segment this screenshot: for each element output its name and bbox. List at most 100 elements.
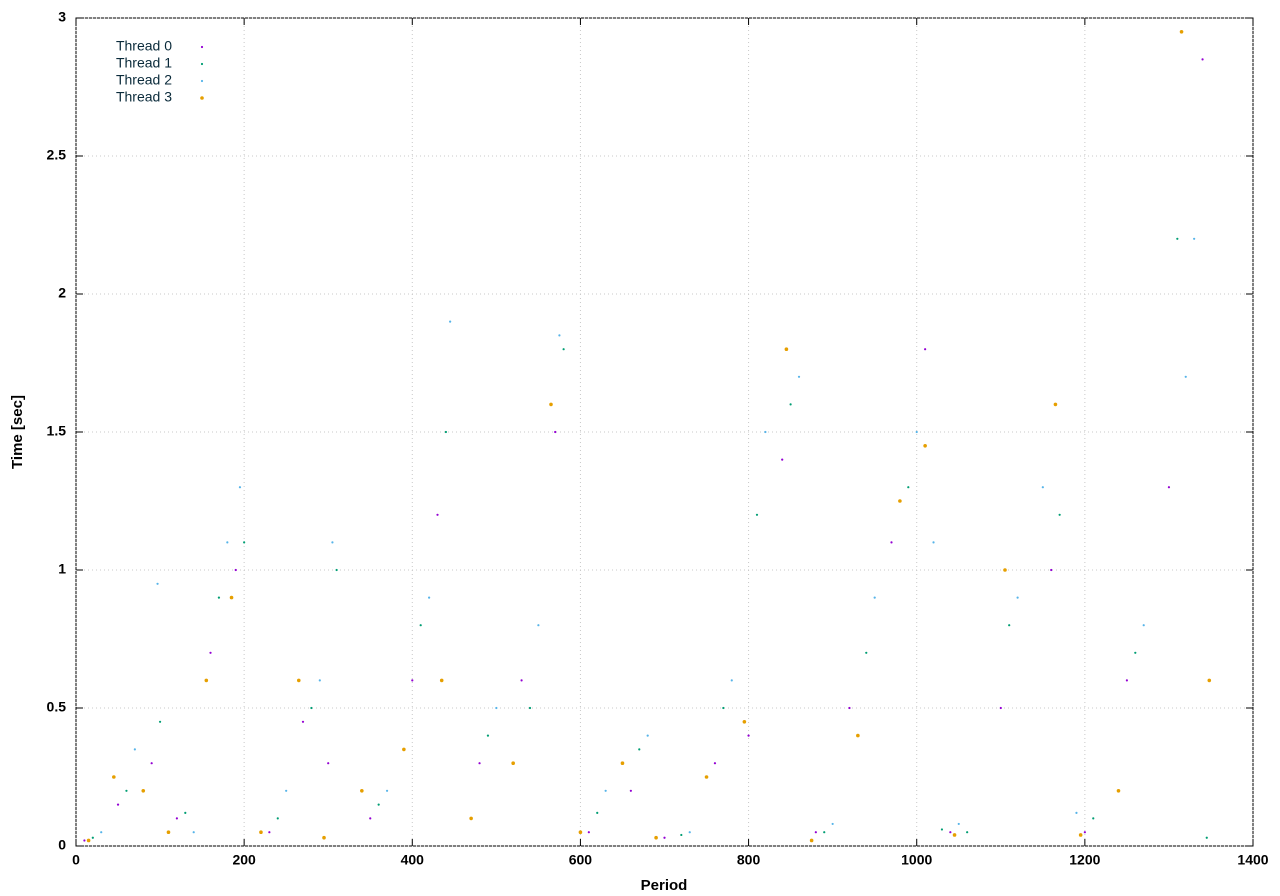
point	[322, 835, 326, 840]
legend-label: Thread 2	[116, 72, 172, 88]
x-tick-label: 800	[737, 852, 761, 868]
point	[486, 734, 490, 737]
point	[1201, 58, 1204, 61]
point	[924, 348, 927, 351]
point	[91, 836, 94, 839]
point	[856, 733, 860, 738]
point	[1193, 237, 1196, 240]
point	[1050, 568, 1053, 572]
point	[1058, 513, 1061, 516]
legend-marker	[200, 45, 204, 49]
point	[596, 811, 599, 814]
x-axis-label: Period	[641, 877, 688, 894]
point	[809, 838, 814, 843]
point	[680, 833, 683, 837]
point	[940, 828, 944, 831]
x-tick-label: 200	[232, 852, 256, 868]
point	[1053, 402, 1058, 407]
point	[638, 748, 641, 751]
point	[1207, 678, 1212, 683]
point	[310, 706, 313, 710]
point	[511, 761, 515, 765]
point	[663, 836, 666, 839]
point	[444, 430, 448, 434]
point	[646, 734, 649, 737]
point	[419, 624, 422, 627]
point	[1116, 789, 1121, 793]
point	[1134, 651, 1137, 654]
point	[411, 679, 414, 682]
point	[150, 762, 153, 765]
point	[86, 838, 91, 843]
point	[907, 486, 910, 489]
point	[730, 679, 733, 682]
point	[952, 833, 957, 837]
point	[932, 541, 935, 544]
point	[578, 830, 583, 834]
x-tick-label: 1400	[1237, 852, 1268, 868]
point	[449, 320, 452, 323]
point	[873, 596, 876, 599]
point	[549, 402, 553, 407]
point	[327, 762, 330, 765]
point	[331, 541, 334, 544]
point	[848, 706, 851, 710]
point	[755, 513, 759, 516]
point	[1083, 831, 1086, 834]
point	[704, 775, 709, 779]
point	[296, 678, 301, 683]
point	[229, 595, 234, 600]
point	[238, 486, 242, 489]
point	[112, 775, 116, 779]
point	[537, 624, 540, 627]
point	[495, 706, 498, 710]
point	[823, 831, 826, 834]
x-tick-label: 400	[401, 852, 425, 868]
point	[439, 678, 444, 683]
point	[629, 789, 632, 792]
point	[890, 541, 893, 544]
point	[192, 831, 195, 834]
point	[83, 839, 86, 842]
point	[125, 789, 128, 792]
point	[1016, 596, 1019, 599]
point	[1008, 624, 1011, 627]
point	[520, 679, 523, 682]
point	[175, 817, 178, 820]
point	[141, 789, 146, 793]
point	[1184, 375, 1187, 378]
legend-label: Thread 0	[116, 38, 172, 54]
point	[620, 761, 625, 765]
y-tick-label: 0.5	[47, 699, 67, 715]
point	[797, 375, 801, 378]
point	[747, 734, 750, 737]
point	[654, 835, 658, 840]
point	[301, 720, 305, 723]
point	[276, 817, 279, 820]
y-tick-label: 1	[58, 561, 66, 577]
point	[923, 444, 927, 448]
y-tick-label: 1.5	[47, 423, 67, 439]
point	[226, 541, 229, 544]
point	[369, 817, 372, 820]
point	[1205, 836, 1208, 839]
point	[1003, 568, 1007, 572]
point	[234, 568, 237, 572]
y-tick-label: 2	[58, 285, 66, 301]
point	[166, 830, 171, 834]
x-tick-label: 1000	[901, 852, 932, 868]
point	[204, 678, 209, 683]
y-axis-label: Time [sec]	[9, 395, 26, 469]
point	[100, 831, 103, 834]
point	[285, 789, 288, 792]
point	[554, 430, 557, 434]
point	[158, 720, 162, 723]
point	[259, 830, 263, 834]
point	[268, 831, 271, 834]
point	[335, 568, 338, 572]
point	[1179, 30, 1184, 34]
legend-label: Thread 3	[116, 89, 172, 105]
point	[898, 499, 902, 503]
point	[999, 706, 1002, 710]
